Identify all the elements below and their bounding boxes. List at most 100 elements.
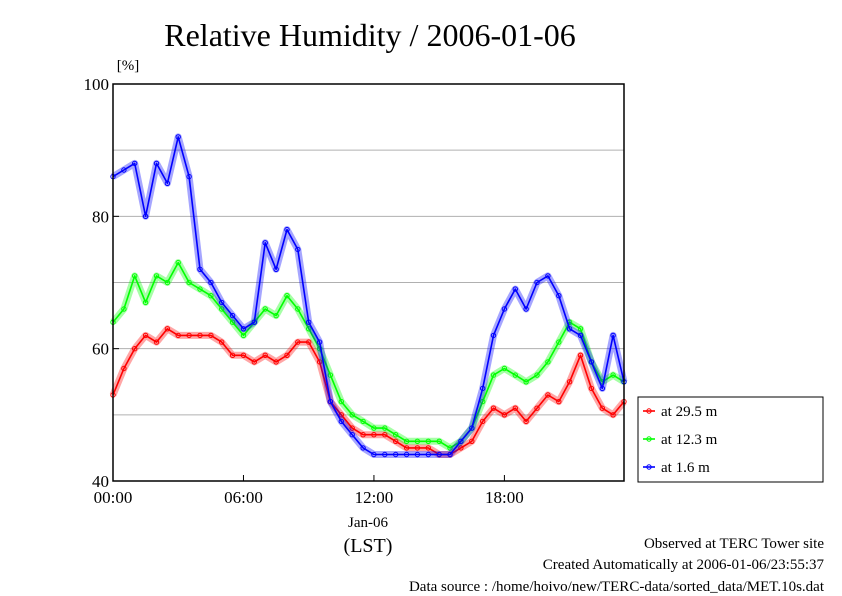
data-point xyxy=(566,379,573,385)
data-point xyxy=(229,312,236,319)
data-point xyxy=(360,445,366,451)
data-point xyxy=(425,438,431,444)
data-point xyxy=(545,273,551,279)
data-point xyxy=(132,346,138,352)
legend-marker xyxy=(646,408,652,414)
data-point xyxy=(219,339,225,345)
x-axis-title: (LST) xyxy=(344,535,393,557)
chart-title: Relative Humidity / 2006-01-06 xyxy=(164,17,576,53)
data-point xyxy=(577,326,584,332)
y-tick-label: 100 xyxy=(84,75,110,94)
data-point xyxy=(436,451,442,458)
data-point xyxy=(393,451,399,458)
data-point xyxy=(186,279,192,286)
data-point xyxy=(490,405,497,411)
data-point xyxy=(501,306,508,312)
series-line-2 xyxy=(112,136,625,456)
y-tick-label: 80 xyxy=(92,207,109,226)
series-band-1 xyxy=(110,259,626,452)
data-point xyxy=(393,432,399,438)
data-point xyxy=(153,273,160,279)
data-point xyxy=(577,352,584,358)
data-point xyxy=(208,293,214,299)
data-point xyxy=(121,365,127,372)
data-point xyxy=(371,451,377,458)
series-lines xyxy=(109,133,628,458)
data-point xyxy=(175,134,181,140)
grid-lines xyxy=(113,149,624,416)
data-point xyxy=(338,412,344,418)
data-point xyxy=(588,359,595,365)
legend-marker xyxy=(646,436,652,442)
series-band-0 xyxy=(109,325,627,458)
data-point xyxy=(197,332,203,339)
data-point xyxy=(121,306,127,312)
data-point xyxy=(197,286,203,292)
data-point xyxy=(251,319,258,325)
data-point xyxy=(284,226,290,233)
legend-label: at 1.6 m xyxy=(661,460,710,476)
x-tick-label: 06:00 xyxy=(224,488,263,507)
data-point xyxy=(142,299,149,306)
data-point xyxy=(240,332,247,339)
x-axis-date-label: Jan-06 xyxy=(348,515,388,531)
data-point xyxy=(534,279,540,286)
data-point xyxy=(175,259,181,266)
data-point xyxy=(327,398,334,405)
plot-frame xyxy=(112,83,625,482)
series-line-1 xyxy=(112,261,625,449)
data-point xyxy=(610,372,616,378)
x-tick-label: 12:00 xyxy=(355,488,394,507)
data-point xyxy=(175,332,181,339)
data-point xyxy=(469,425,475,431)
data-point xyxy=(295,339,301,345)
data-point xyxy=(349,412,355,418)
data-point xyxy=(512,405,518,411)
data-point xyxy=(142,213,149,220)
data-point xyxy=(512,286,518,292)
data-point xyxy=(414,445,421,451)
data-point xyxy=(262,306,268,312)
data-point xyxy=(577,332,584,339)
data-point xyxy=(480,398,486,405)
data-point xyxy=(501,365,508,372)
data-point xyxy=(153,339,160,345)
data-point xyxy=(208,332,214,339)
data-point xyxy=(490,372,497,378)
legend-marker xyxy=(646,464,652,470)
data-point xyxy=(458,445,464,451)
data-point xyxy=(208,279,214,286)
data-point xyxy=(284,352,290,358)
data-point xyxy=(610,412,616,418)
data-point xyxy=(414,438,421,444)
data-point xyxy=(566,326,573,332)
footer-site: Observed at TERC Tower site xyxy=(643,536,824,552)
footer-source: Data source : /home/hoivo/new/TERC-data/… xyxy=(408,579,824,595)
data-point xyxy=(186,332,192,339)
data-point xyxy=(447,451,453,458)
data-point xyxy=(306,319,312,325)
data-point xyxy=(588,385,595,392)
data-point xyxy=(262,352,268,358)
legend-label: at 12.3 m xyxy=(661,432,718,448)
data-point xyxy=(425,451,431,458)
data-point xyxy=(186,173,192,180)
data-point xyxy=(556,398,562,405)
data-point xyxy=(599,405,605,411)
legend-entries: at 29.5 m at 12.3 m at 1.6 m xyxy=(643,404,718,476)
data-point xyxy=(382,451,388,458)
data-point xyxy=(371,432,377,438)
data-point xyxy=(480,418,486,425)
data-point xyxy=(229,352,236,358)
data-point xyxy=(480,385,486,392)
data-point xyxy=(240,352,247,358)
data-point xyxy=(534,372,540,378)
data-point xyxy=(382,432,388,438)
data-point xyxy=(295,306,301,312)
data-point xyxy=(306,339,312,345)
data-point xyxy=(219,299,225,306)
data-point xyxy=(360,418,366,425)
data-point xyxy=(153,160,160,167)
data-point xyxy=(142,332,149,339)
